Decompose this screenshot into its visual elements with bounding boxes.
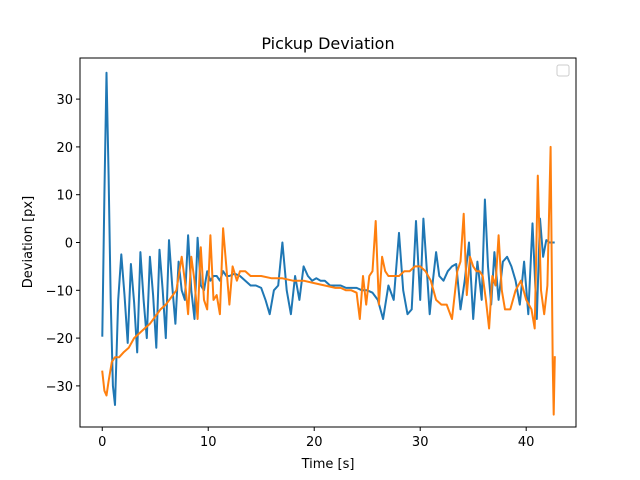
legend-box xyxy=(556,64,570,77)
y-tick-label: 20 xyxy=(56,141,73,156)
x-tick-label: 20 xyxy=(306,435,323,450)
x-axis-label: Time [s] xyxy=(301,457,355,472)
y-tick-label: −20 xyxy=(46,332,73,347)
y-tick-label: −10 xyxy=(46,284,73,299)
x-tick-label: 40 xyxy=(518,435,535,450)
y-tick-label: 10 xyxy=(56,189,73,204)
y-tick-label: −30 xyxy=(46,380,73,395)
chart-title: Pickup Deviation xyxy=(261,34,394,53)
x-tick-label: 0 xyxy=(98,435,106,450)
series-line-2 xyxy=(101,145,556,416)
series-layer xyxy=(101,71,556,416)
y-tick-label: 0 xyxy=(65,237,73,252)
x-axis: 0 10 20 30 40 xyxy=(98,427,534,450)
series-line-1 xyxy=(101,71,555,406)
x-tick-label: 10 xyxy=(200,435,217,450)
y-tick-label: 30 xyxy=(56,93,73,108)
y-axis: −30 −20 −10 0 10 20 30 xyxy=(46,93,80,395)
x-tick-label: 30 xyxy=(412,435,429,450)
y-axis-label: Deviation [px] xyxy=(21,196,36,288)
